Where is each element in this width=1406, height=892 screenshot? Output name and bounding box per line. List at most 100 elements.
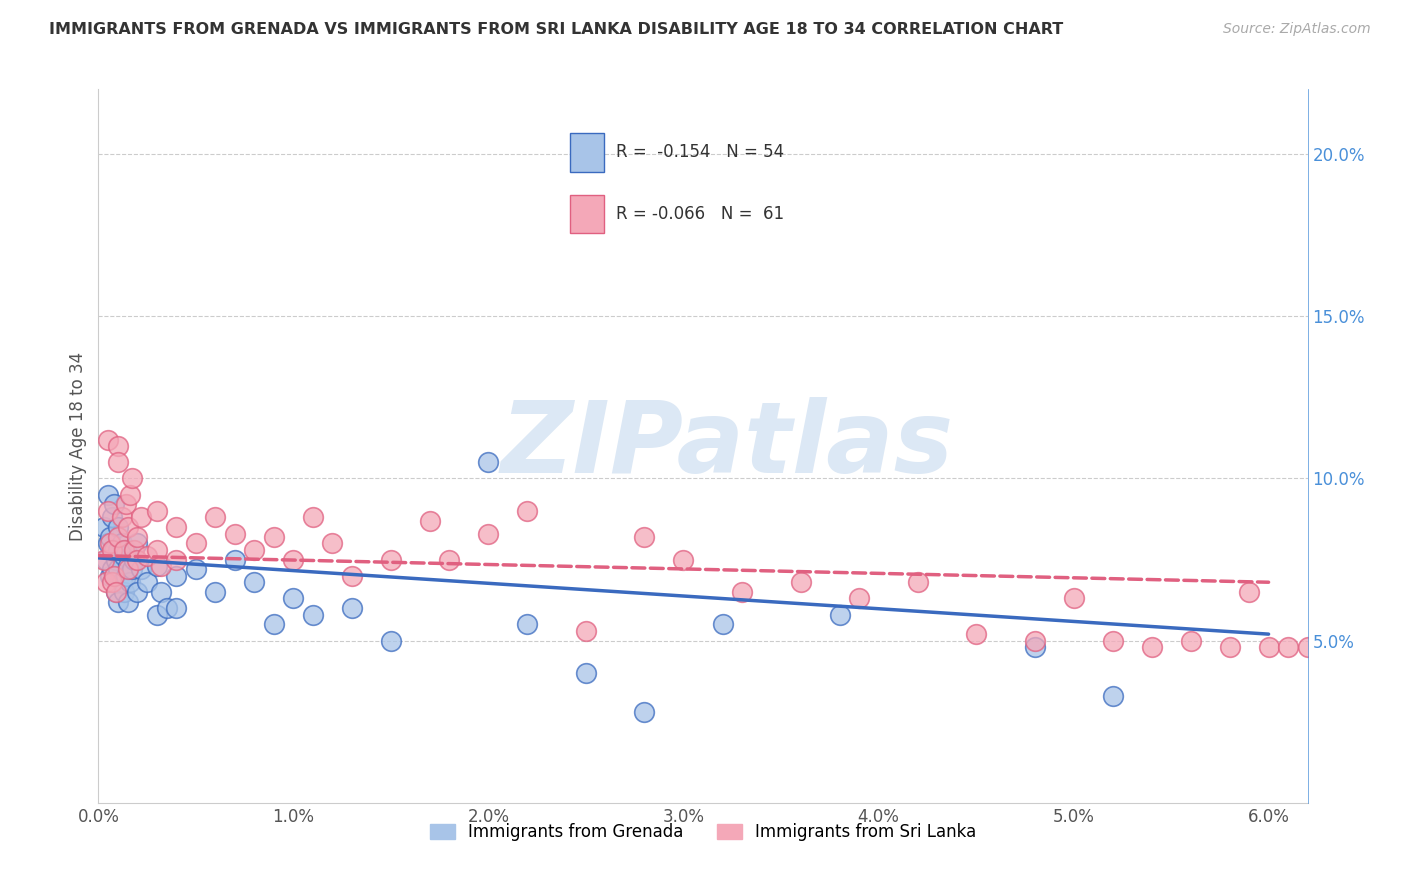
Point bbox=[302, 607, 325, 622]
Point bbox=[112, 542, 135, 557]
Point bbox=[103, 568, 125, 582]
Point bbox=[419, 514, 441, 528]
Point bbox=[165, 601, 187, 615]
Point bbox=[97, 488, 120, 502]
Point bbox=[111, 536, 134, 550]
Point bbox=[1296, 640, 1319, 654]
Point bbox=[149, 585, 172, 599]
Point bbox=[184, 562, 207, 576]
Point bbox=[1024, 633, 1046, 648]
Point bbox=[107, 530, 129, 544]
Point bbox=[97, 536, 120, 550]
Point bbox=[1257, 640, 1279, 654]
Point bbox=[340, 601, 363, 615]
Point bbox=[127, 585, 149, 599]
Point bbox=[131, 562, 153, 576]
Text: IMMIGRANTS FROM GRENADA VS IMMIGRANTS FROM SRI LANKA DISABILITY AGE 18 TO 34 COR: IMMIGRANTS FROM GRENADA VS IMMIGRANTS FR… bbox=[49, 22, 1063, 37]
Point bbox=[965, 627, 987, 641]
Point bbox=[907, 575, 929, 590]
Point bbox=[111, 575, 134, 590]
Point bbox=[107, 520, 129, 534]
Point bbox=[146, 559, 169, 574]
Point bbox=[263, 617, 285, 632]
Point bbox=[165, 552, 187, 566]
Point bbox=[98, 568, 121, 582]
Point bbox=[302, 510, 325, 524]
Point bbox=[575, 624, 598, 638]
Point bbox=[98, 536, 121, 550]
Point bbox=[516, 617, 538, 632]
Point bbox=[93, 552, 115, 566]
Point bbox=[633, 705, 655, 719]
Point bbox=[731, 585, 754, 599]
Point bbox=[131, 510, 153, 524]
Point bbox=[127, 536, 149, 550]
Point bbox=[156, 601, 179, 615]
Point bbox=[477, 526, 499, 541]
Point bbox=[103, 542, 125, 557]
Point bbox=[117, 562, 139, 576]
Point bbox=[136, 549, 159, 564]
Point bbox=[184, 536, 207, 550]
Point bbox=[243, 575, 266, 590]
Point bbox=[263, 530, 285, 544]
Point bbox=[1219, 640, 1241, 654]
Point bbox=[121, 471, 143, 485]
Point bbox=[122, 552, 145, 566]
Point bbox=[243, 542, 266, 557]
Text: ZIPatlas: ZIPatlas bbox=[501, 398, 953, 494]
Point bbox=[101, 575, 124, 590]
Point bbox=[122, 542, 145, 557]
Point bbox=[340, 568, 363, 582]
Point bbox=[97, 504, 120, 518]
Point bbox=[114, 568, 136, 582]
Point bbox=[224, 552, 246, 566]
Point bbox=[127, 530, 149, 544]
Point bbox=[117, 559, 139, 574]
Point bbox=[104, 552, 127, 566]
Point bbox=[711, 617, 734, 632]
Point bbox=[98, 530, 121, 544]
Point bbox=[101, 562, 124, 576]
Point bbox=[204, 510, 226, 524]
Point bbox=[1237, 585, 1260, 599]
Point bbox=[204, 585, 226, 599]
Point bbox=[107, 595, 129, 609]
Point bbox=[118, 488, 141, 502]
Point bbox=[104, 585, 127, 599]
Point bbox=[136, 575, 159, 590]
Point bbox=[848, 591, 870, 606]
Point bbox=[107, 562, 129, 576]
Point bbox=[146, 607, 169, 622]
Text: Source: ZipAtlas.com: Source: ZipAtlas.com bbox=[1223, 22, 1371, 37]
Point bbox=[127, 552, 149, 566]
Point bbox=[789, 575, 811, 590]
Point bbox=[114, 542, 136, 557]
Point bbox=[107, 455, 129, 469]
Point bbox=[1024, 640, 1046, 654]
Point bbox=[118, 575, 141, 590]
Point bbox=[1140, 640, 1163, 654]
Point bbox=[93, 520, 115, 534]
Point bbox=[477, 455, 499, 469]
Point bbox=[516, 504, 538, 518]
Point bbox=[1101, 633, 1123, 648]
Point bbox=[321, 536, 343, 550]
Point bbox=[1277, 640, 1299, 654]
Point bbox=[165, 568, 187, 582]
Legend: Immigrants from Grenada, Immigrants from Sri Lanka: Immigrants from Grenada, Immigrants from… bbox=[423, 817, 983, 848]
Point bbox=[224, 526, 246, 541]
Point bbox=[633, 530, 655, 544]
Point bbox=[103, 497, 125, 511]
Point bbox=[146, 504, 169, 518]
Point bbox=[104, 585, 127, 599]
Point bbox=[114, 497, 136, 511]
Point bbox=[380, 552, 402, 566]
Point bbox=[380, 633, 402, 648]
Point bbox=[828, 607, 851, 622]
Point bbox=[117, 520, 139, 534]
Point bbox=[1101, 689, 1123, 703]
Point bbox=[112, 549, 135, 564]
Point bbox=[1063, 591, 1085, 606]
Point bbox=[146, 542, 169, 557]
